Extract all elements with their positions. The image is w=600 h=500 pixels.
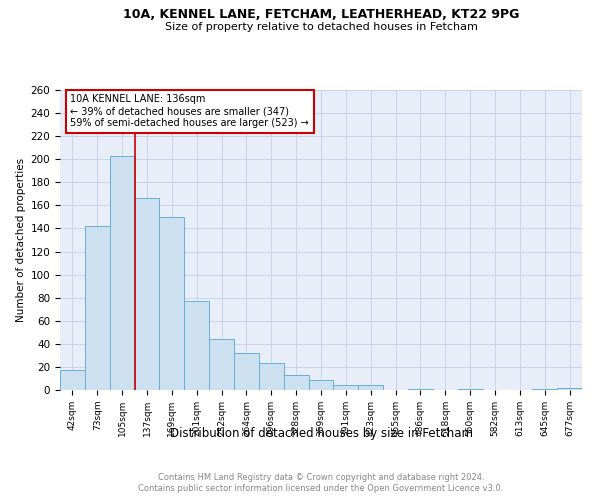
- Bar: [408, 389, 433, 390]
- Bar: [60, 370, 85, 390]
- Bar: [358, 386, 383, 390]
- Bar: [134, 198, 160, 390]
- Y-axis label: Number of detached properties: Number of detached properties: [16, 158, 26, 322]
- Bar: [557, 388, 582, 390]
- Text: Contains public sector information licensed under the Open Government Licence v3: Contains public sector information licen…: [139, 484, 503, 493]
- Bar: [532, 389, 557, 390]
- Bar: [259, 364, 284, 390]
- Text: Contains HM Land Registry data © Crown copyright and database right 2024.: Contains HM Land Registry data © Crown c…: [158, 472, 484, 482]
- Bar: [110, 156, 134, 390]
- Bar: [458, 389, 482, 390]
- Text: 10A KENNEL LANE: 136sqm
← 39% of detached houses are smaller (347)
59% of semi-d: 10A KENNEL LANE: 136sqm ← 39% of detache…: [70, 94, 309, 128]
- Bar: [85, 226, 110, 390]
- Bar: [334, 386, 358, 390]
- Bar: [160, 217, 184, 390]
- Text: 10A, KENNEL LANE, FETCHAM, LEATHERHEAD, KT22 9PG: 10A, KENNEL LANE, FETCHAM, LEATHERHEAD, …: [123, 8, 519, 20]
- Text: Distribution of detached houses by size in Fetcham: Distribution of detached houses by size …: [170, 428, 473, 440]
- Bar: [209, 339, 234, 390]
- Bar: [234, 353, 259, 390]
- Bar: [308, 380, 334, 390]
- Bar: [184, 301, 209, 390]
- Text: Size of property relative to detached houses in Fetcham: Size of property relative to detached ho…: [164, 22, 478, 32]
- Bar: [284, 375, 308, 390]
